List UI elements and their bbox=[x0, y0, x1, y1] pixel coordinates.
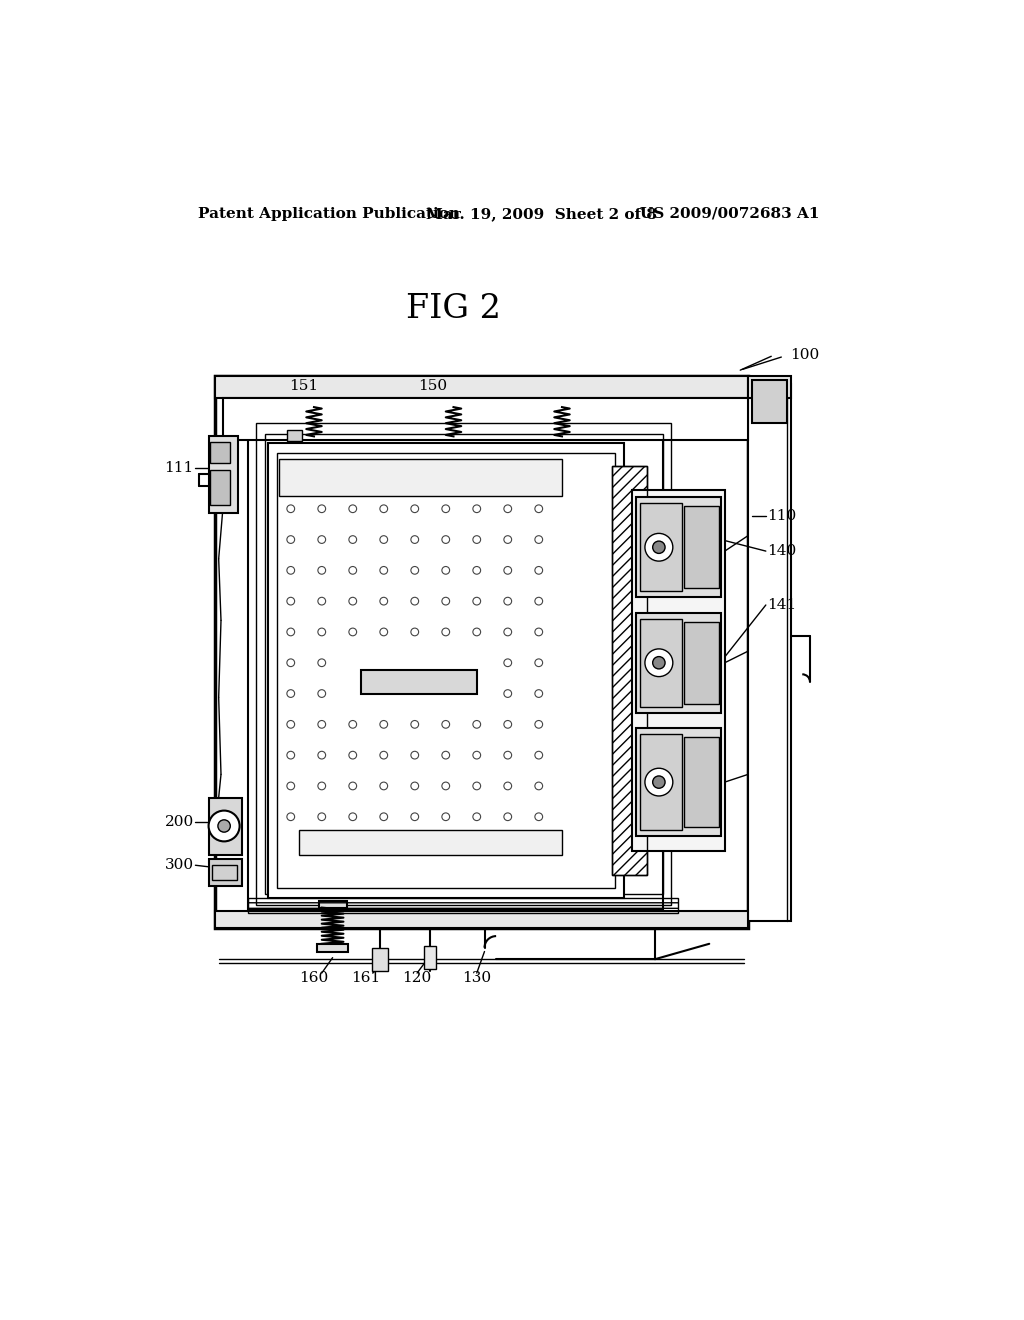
Circle shape bbox=[645, 768, 673, 796]
Bar bbox=[276, 453, 614, 888]
Text: 300: 300 bbox=[165, 858, 194, 873]
Bar bbox=[256, 422, 671, 906]
Bar bbox=[640, 734, 682, 830]
Bar bbox=[209, 436, 238, 512]
Circle shape bbox=[218, 820, 230, 832]
Bar bbox=[640, 503, 682, 591]
Text: 100: 100 bbox=[791, 347, 820, 362]
Bar bbox=[248, 418, 663, 909]
Bar bbox=[210, 442, 230, 462]
Text: 120: 120 bbox=[402, 972, 432, 986]
Text: US 2009/0072683 A1: US 2009/0072683 A1 bbox=[640, 207, 819, 220]
Text: 110: 110 bbox=[767, 510, 797, 524]
Text: 160: 160 bbox=[299, 972, 329, 986]
Bar bbox=[317, 944, 348, 952]
Text: Patent Application Publication: Patent Application Publication bbox=[198, 207, 460, 220]
Bar bbox=[248, 898, 678, 913]
Bar bbox=[215, 911, 748, 928]
Bar bbox=[209, 859, 242, 886]
Text: 130: 130 bbox=[462, 972, 492, 986]
Bar bbox=[684, 622, 719, 704]
Text: 141: 141 bbox=[767, 598, 797, 612]
Text: 140: 140 bbox=[767, 544, 797, 558]
Bar bbox=[215, 376, 748, 397]
Circle shape bbox=[652, 776, 665, 788]
Text: 150: 150 bbox=[418, 379, 447, 393]
Bar bbox=[684, 507, 719, 589]
Circle shape bbox=[652, 541, 665, 553]
Bar bbox=[684, 738, 719, 826]
Bar bbox=[636, 612, 721, 713]
Text: 161: 161 bbox=[351, 972, 381, 986]
Bar bbox=[640, 619, 682, 706]
Bar bbox=[752, 380, 786, 422]
Bar bbox=[267, 444, 624, 898]
Bar bbox=[748, 384, 791, 921]
Bar bbox=[632, 490, 725, 851]
Bar bbox=[280, 459, 562, 496]
Bar bbox=[612, 466, 647, 875]
Bar bbox=[222, 397, 748, 441]
Bar bbox=[360, 671, 477, 693]
Bar bbox=[318, 902, 346, 908]
Bar bbox=[748, 376, 791, 397]
Text: 151: 151 bbox=[290, 379, 318, 393]
Bar bbox=[636, 729, 721, 836]
Circle shape bbox=[652, 656, 665, 669]
Circle shape bbox=[209, 810, 240, 841]
Bar bbox=[287, 430, 302, 441]
Bar bbox=[209, 797, 242, 855]
Text: 111: 111 bbox=[165, 461, 194, 475]
Bar bbox=[210, 470, 230, 504]
Bar bbox=[212, 866, 237, 880]
Bar bbox=[265, 434, 663, 894]
Text: Mar. 19, 2009  Sheet 2 of 8: Mar. 19, 2009 Sheet 2 of 8 bbox=[426, 207, 657, 220]
Circle shape bbox=[645, 533, 673, 561]
Text: 200: 200 bbox=[165, 816, 194, 829]
Bar bbox=[215, 376, 748, 928]
Bar bbox=[636, 498, 721, 597]
Text: FIG 2: FIG 2 bbox=[407, 293, 501, 325]
Bar bbox=[424, 946, 436, 969]
Circle shape bbox=[645, 649, 673, 677]
Bar bbox=[612, 466, 647, 875]
Bar bbox=[372, 948, 388, 970]
Bar bbox=[299, 830, 562, 855]
